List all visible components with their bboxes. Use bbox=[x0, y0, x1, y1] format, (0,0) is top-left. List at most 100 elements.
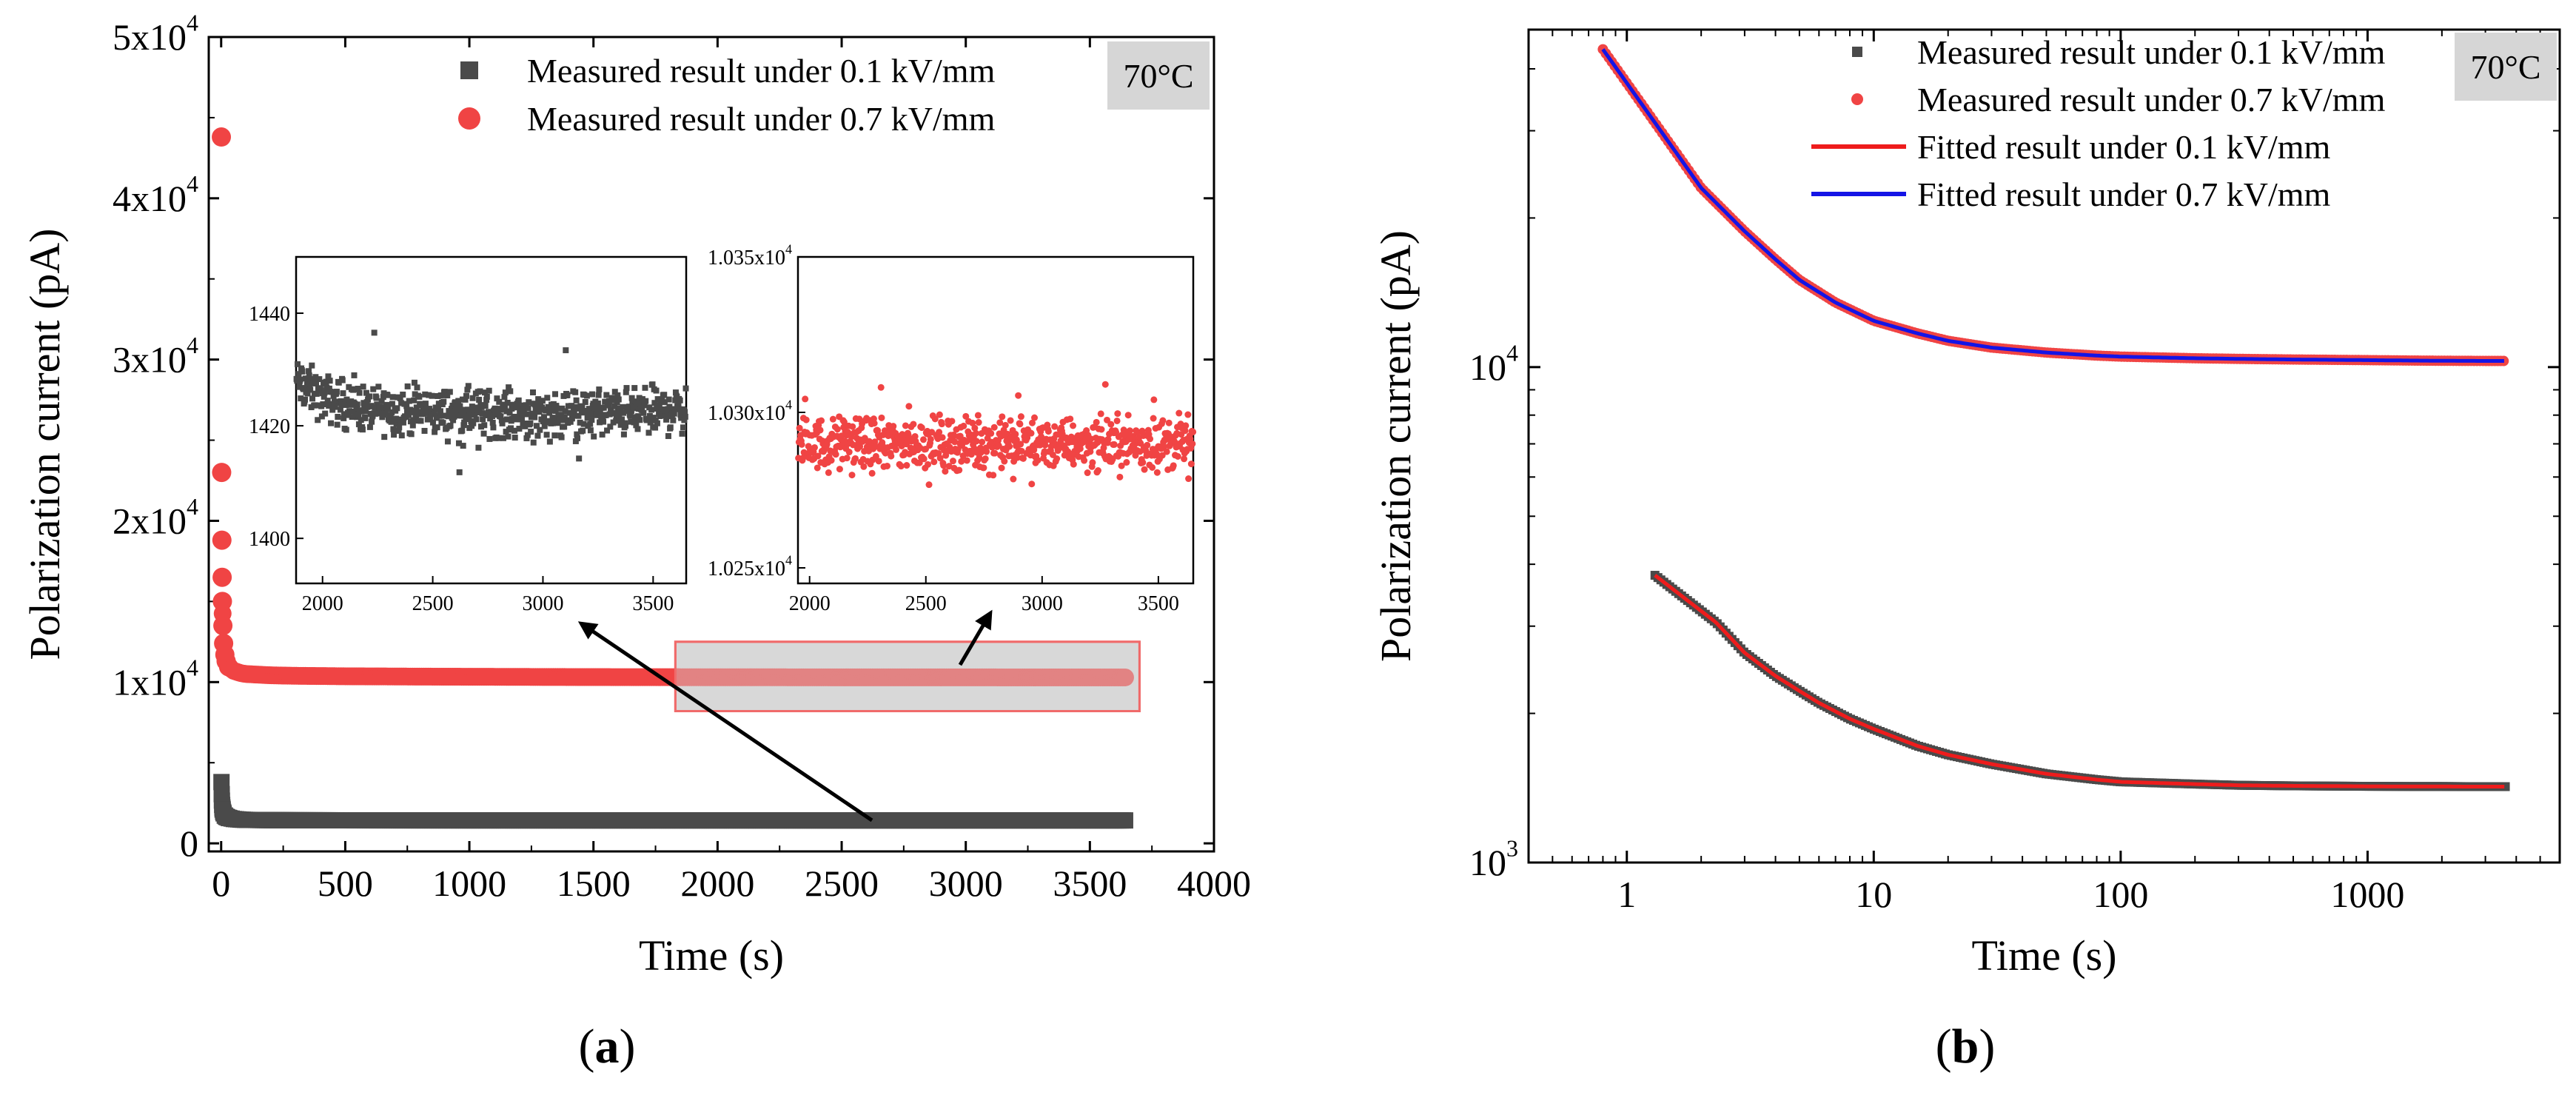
data-point bbox=[661, 399, 668, 406]
data-point bbox=[602, 398, 608, 405]
y-tick-label-a-mantissa: 0 bbox=[180, 823, 198, 864]
data-point bbox=[919, 436, 927, 443]
data-point bbox=[651, 400, 658, 406]
data-point bbox=[387, 412, 394, 419]
plot-frame-b bbox=[1527, 28, 2561, 864]
data-point bbox=[958, 458, 965, 465]
data-point bbox=[620, 403, 626, 410]
plot-frame-a bbox=[207, 36, 1215, 853]
data-point bbox=[353, 405, 360, 412]
data-point bbox=[1153, 469, 1161, 476]
legend-label: Measured result under 0.1 kV/mm bbox=[1917, 33, 2386, 71]
data-point bbox=[299, 368, 306, 375]
data-point bbox=[619, 416, 625, 423]
data-point bbox=[573, 397, 580, 403]
data-point bbox=[868, 469, 876, 477]
zoom-region-overlay bbox=[674, 640, 1141, 712]
data-point bbox=[328, 420, 335, 426]
data-point bbox=[482, 403, 489, 409]
data-point bbox=[623, 389, 629, 395]
data-point bbox=[477, 388, 483, 395]
data-point bbox=[212, 530, 232, 550]
data-point bbox=[875, 458, 882, 465]
data-point bbox=[421, 427, 428, 434]
data-point bbox=[470, 420, 477, 426]
inset-x-tick-label: 3000 bbox=[522, 592, 563, 615]
data-point bbox=[464, 386, 471, 393]
y-tick-label-b: 104 bbox=[1469, 339, 1518, 388]
data-point bbox=[460, 443, 466, 449]
data-point bbox=[672, 389, 679, 396]
data-point bbox=[616, 412, 623, 419]
data-point bbox=[543, 407, 549, 414]
data-point bbox=[1165, 419, 1173, 426]
data-point bbox=[550, 420, 557, 426]
data-point bbox=[324, 398, 331, 404]
data-point bbox=[848, 472, 856, 479]
data-point bbox=[1150, 396, 1158, 403]
data-point bbox=[304, 390, 311, 397]
data-point bbox=[969, 419, 976, 426]
inset-x-tick-label: 2500 bbox=[412, 592, 454, 615]
data-point bbox=[366, 423, 373, 430]
data-point bbox=[312, 374, 319, 381]
data-point bbox=[645, 429, 652, 436]
data-point bbox=[432, 429, 438, 435]
data-point bbox=[427, 416, 434, 423]
legend-label: Measured result under 0.1 kV/mm bbox=[527, 52, 996, 90]
data-point bbox=[902, 422, 909, 429]
data-point bbox=[412, 391, 418, 398]
data-point bbox=[925, 481, 933, 489]
legend-a: Measured result under 0.1 kV/mm Measured … bbox=[458, 52, 996, 138]
data-point bbox=[661, 392, 668, 398]
data-point bbox=[893, 446, 900, 453]
data-point bbox=[398, 432, 405, 439]
data-point bbox=[1024, 434, 1031, 441]
data-point bbox=[939, 434, 946, 441]
data-point bbox=[680, 424, 686, 431]
data-point bbox=[503, 408, 510, 415]
data-point bbox=[681, 417, 688, 423]
data-point bbox=[413, 413, 420, 420]
legend-label: Fitted result under 0.7 kV/mm bbox=[1917, 175, 2331, 213]
data-point bbox=[1087, 435, 1095, 443]
data-point bbox=[1116, 668, 1134, 686]
data-point bbox=[1124, 412, 1132, 419]
data-point bbox=[441, 389, 448, 395]
data-point bbox=[406, 412, 412, 418]
inset-low-field: 2000 2500 3000 3500 1400 1420 1440 bbox=[249, 255, 689, 615]
data-point bbox=[572, 389, 579, 395]
data-point bbox=[597, 409, 603, 415]
data-point bbox=[572, 438, 579, 444]
data-point bbox=[335, 379, 342, 386]
data-point bbox=[860, 463, 868, 470]
data-point bbox=[461, 406, 468, 413]
data-point bbox=[818, 417, 825, 424]
data-point bbox=[458, 412, 465, 419]
data-point bbox=[475, 444, 482, 451]
data-point bbox=[306, 372, 312, 379]
x-axis-title-a: Time (s) bbox=[639, 931, 784, 980]
data-point bbox=[563, 347, 569, 354]
inset-x-tick-label: 3500 bbox=[1138, 592, 1179, 615]
data-point bbox=[940, 462, 947, 469]
data-point bbox=[338, 401, 345, 408]
data-point bbox=[814, 452, 822, 460]
y-tick-label-a-mantissa: 4x10 bbox=[113, 178, 187, 219]
data-point bbox=[671, 410, 677, 417]
data-point bbox=[833, 426, 841, 433]
data-point bbox=[682, 385, 689, 392]
data-point bbox=[505, 433, 511, 440]
data-point bbox=[596, 386, 603, 393]
inset-y-tick-label-mantissa: 1.035x10 bbox=[708, 247, 785, 269]
data-point bbox=[982, 455, 989, 463]
data-point bbox=[527, 420, 534, 426]
data-point bbox=[829, 415, 836, 423]
data-point bbox=[1158, 452, 1166, 459]
data-point bbox=[383, 410, 389, 417]
data-point bbox=[343, 402, 349, 409]
data-point bbox=[462, 396, 469, 403]
data-point bbox=[355, 411, 362, 418]
data-point bbox=[355, 421, 362, 428]
